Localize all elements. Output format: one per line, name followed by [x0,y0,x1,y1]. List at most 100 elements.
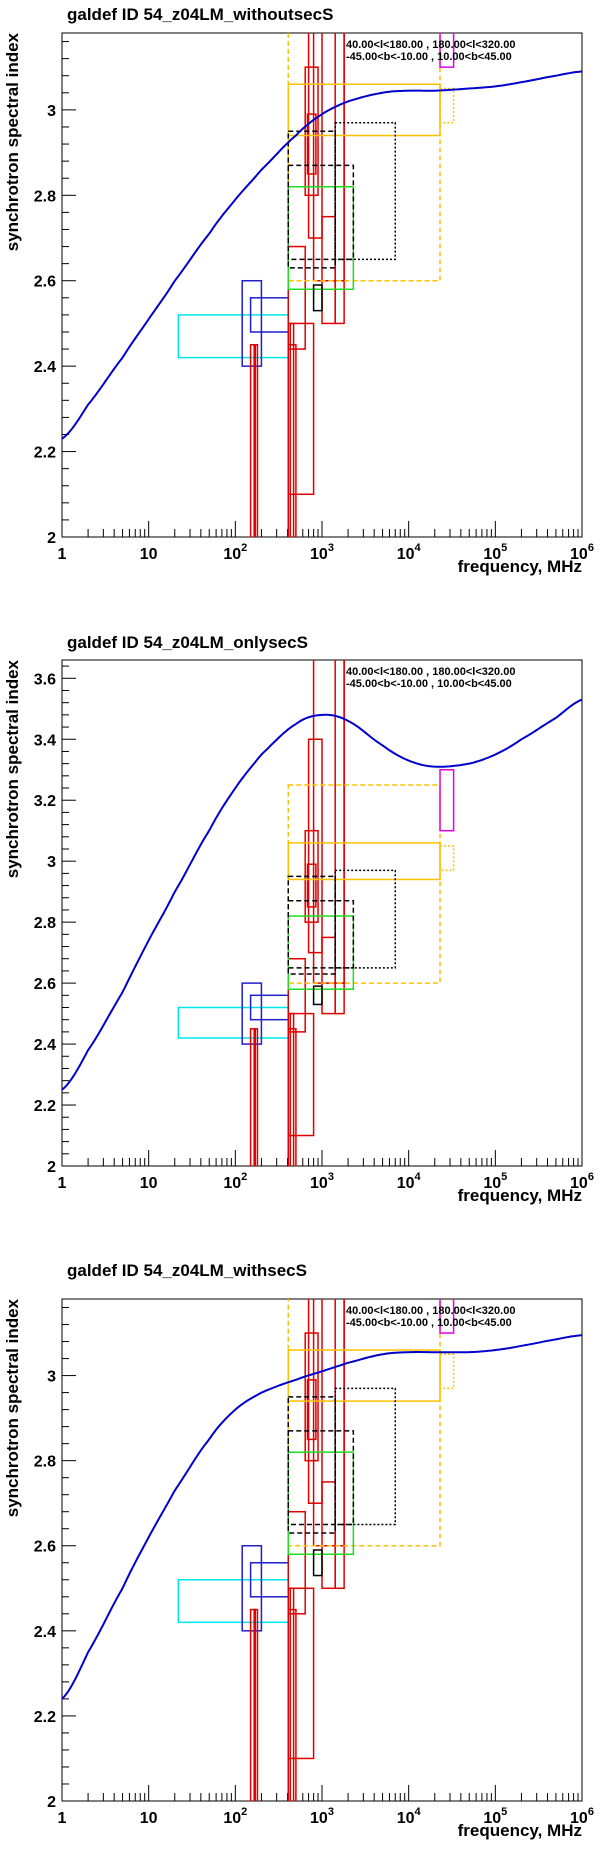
box-red-solid [287,1608,297,1801]
y-axis-label: synchrotron spectral index [3,659,22,878]
chart-title: galdef ID 54_z04LM_withsecS [67,1261,307,1280]
box-red-solid [287,1012,315,1137]
box-red-solid [289,1012,295,1166]
y-tick-label: 2.8 [34,915,56,932]
x-tick-label: 106 [570,1171,594,1192]
x-tick-label: 105 [483,1171,507,1192]
y-tick-label: 2.2 [34,445,56,462]
y-axis-label: synchrotron spectral index [3,1298,22,1517]
box-red-solid [334,660,345,1015]
box-magenta-solid [439,1299,455,1334]
y-axis-label: synchrotron spectral index [3,32,22,251]
box-red-solid [312,1299,345,1547]
box-orange-dashed [287,784,441,984]
box-black-dotted [334,1387,396,1526]
box-magenta-solid [439,33,455,68]
x-axis-label: frequency, MHz [458,557,582,576]
chart-title: galdef ID 54_z04LM_withoutsecS [67,5,333,24]
x-tick-label: 1 [58,1175,67,1192]
box-black-dashed [287,875,336,975]
y-tick-label: 2 [47,530,56,547]
chart-panel-2: galdef ID 54_z04LM_onlysecS 2 2.2 2.4 2.6 2.8… [3,633,594,1205]
region-annotation: -45.00<b<-10.00 , 10.00<b<45.00 [346,51,512,63]
box-red-solid [306,1379,317,1441]
y-tick-label: 3.4 [34,732,56,749]
box-red-solid [287,245,306,350]
y-tick-label: 3.6 [34,671,56,688]
y-tick-label: 2 [47,1159,56,1176]
box-red-solid [253,344,257,537]
measurement-boxes [177,660,455,1166]
x-tick-label: 103 [310,542,334,563]
box-orange-dotted [439,1353,455,1390]
box-red-solid [312,660,345,984]
model-curve [62,698,582,1091]
box-red-solid [289,322,295,537]
box-red-solid [307,1299,323,1504]
box-red-solid [287,957,306,1033]
x-tick-label: 106 [570,1806,594,1827]
measurement-boxes [177,33,455,537]
box-blue-solid [241,982,263,1045]
box-blue-solid [241,279,263,367]
y-tick-label: 3 [47,1369,56,1386]
region-annotation: -45.00<b<-10.00 , 10.00<b<45.00 [346,678,512,690]
measurement-boxes [177,1299,455,1801]
box-orange-dashed [287,1299,441,1547]
box-black-dashed [287,900,355,969]
box-orange-dashed [287,33,441,282]
y-tick-label: 2.4 [34,1037,56,1054]
chart-panel-1: galdef ID 54_z04LM_withoutsecS 2 2.2 2.4 2.6… [3,5,594,576]
box-orange-dotted [439,87,455,124]
box-black-dashed [287,1430,355,1526]
box-black-dotted [334,121,396,261]
box-red-solid [287,1587,315,1760]
y-tick-label: 2.6 [34,1539,56,1556]
x-axis-label: frequency, MHz [458,1186,582,1205]
box-red-solid [307,738,323,954]
x-tick-label: 102 [223,1171,247,1192]
box-red-solid [307,33,323,239]
box-red-solid [287,322,315,496]
box-red-solid [253,1028,257,1166]
chart-title: galdef ID 54_z04LM_onlysecS [67,633,308,652]
x-tick-label: 104 [397,1171,422,1192]
region-annotation: 40.00<l<180.00 , 180.00<l<320.00 [346,666,515,678]
x-axis-label: frequency, MHz [458,1821,582,1840]
box-blue-solid [241,1544,263,1632]
box-orange-solid [287,83,441,137]
box-red-solid [287,1510,306,1615]
x-tick-label: 102 [223,1806,247,1827]
y-tick-label: 3.2 [34,793,56,810]
box-red-solid [321,215,336,325]
x-tick-label: 103 [310,1171,334,1192]
box-red-solid [306,113,317,175]
y-tick-label: 2.8 [34,1454,56,1471]
box-magenta-solid [439,768,455,832]
box-cyan-solid [177,314,290,359]
x-tick-label: 10 [140,1175,158,1192]
box-red-solid [334,33,345,325]
region-annotation: 40.00<l<180.00 , 180.00<l<320.00 [346,1305,515,1317]
x-tick-label: 103 [310,1806,334,1827]
region-annotation: 40.00<l<180.00 , 180.00<l<320.00 [346,39,515,51]
y-tick-label: 2.2 [34,1098,56,1115]
model-curve [62,70,582,440]
x-tick-label: 102 [223,542,247,563]
box-orange-dotted [439,845,455,872]
y-tick-label: 2.4 [34,359,56,376]
y-tick-label: 2.6 [34,976,56,993]
box-red-solid [306,863,317,908]
x-tick-label: 105 [483,542,507,563]
x-tick-label: 10 [140,1810,158,1827]
y-tick-label: 3 [47,854,56,871]
box-red-solid [253,1608,257,1801]
box-black-solid [312,284,323,312]
box-orange-solid [287,842,441,881]
box-red-solid [334,1299,345,1590]
y-tick-label: 2.2 [34,1709,56,1726]
box-black-dotted [334,869,396,969]
model-curve [62,1334,582,1700]
box-red-solid [287,1028,297,1166]
